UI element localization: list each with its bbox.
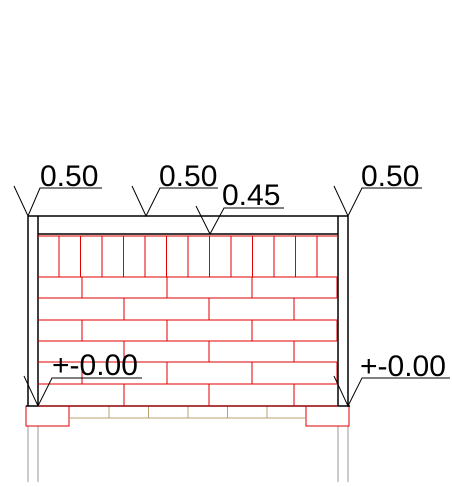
- elevation-label-right: +-0.00: [360, 350, 446, 383]
- leader-top-right: [333, 185, 422, 218]
- leader-elev-left: [23, 375, 142, 408]
- footing-right: [305, 405, 350, 427]
- leader-inner: [195, 205, 284, 236]
- foundation-course: [25, 405, 350, 427]
- elevation-label-left: +-0.00: [52, 349, 138, 382]
- leader-top-left: [13, 185, 102, 218]
- footing-bricks: [69, 406, 306, 419]
- leader-elev-right: [333, 375, 450, 408]
- level-label-inner: 0.45: [222, 179, 280, 212]
- level-label-top-center: 0.50: [159, 160, 217, 193]
- footing-left: [25, 405, 70, 427]
- leader-top-center: [131, 185, 218, 218]
- foundation-pillars: [27, 426, 349, 482]
- brick-masonry: [38, 235, 338, 407]
- leader-lines: [13, 185, 450, 408]
- level-label-top-left: 0.50: [40, 160, 98, 193]
- level-label-top-right: 0.50: [361, 160, 419, 193]
